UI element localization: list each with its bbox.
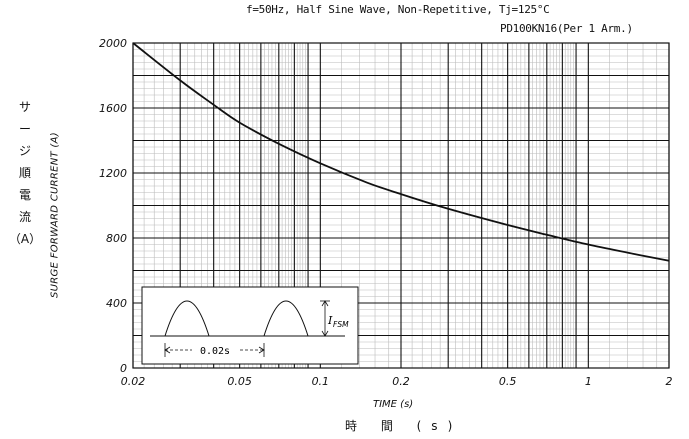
y-axis-label-jp-char: ー [18,122,31,136]
y-axis-label-jp-char: 順 [18,166,31,180]
x-axis-label-jp: 時 間 (s) [345,419,463,433]
inset-period-arrow-left [164,346,171,354]
waveform-inset: I FSM 0.02s [141,286,359,365]
inset-half-sine-1 [164,300,210,337]
inset-box [141,286,359,365]
y-tick-label: 400 [106,297,127,310]
x-tick-labels: 0.02 0.05 0.1 0.2 0.5 1 2 [121,375,673,388]
x-tick-label: 0.5 [499,375,517,388]
y-tick-label: 800 [106,232,127,245]
x-tick-label: 0.2 [392,375,410,388]
surge-current-curve [132,42,670,262]
inset-period-arrow-right [258,346,265,354]
y-tick-label: 0 [120,362,127,375]
plot-frame [132,42,670,369]
y-axis-label-jp-char: サ [18,100,31,114]
inset-half-sine-2 [263,300,309,337]
y-tick-label: 2000 [99,37,127,50]
x-axis-label: TIME (s) [373,399,414,410]
inset-arrow-down [321,330,329,337]
chart-title: f=50Hz, Half Sine Wave, Non-Repetitive, … [246,3,550,16]
y-axis-label-jp-char: （A） [8,232,42,246]
inset-current-label: I [327,314,333,327]
y-axis-label-jp-char: ジ [18,144,31,158]
inset-arrow-up [321,300,329,307]
x-tick-label: 0.05 [227,375,252,388]
y-axis-label-jp-char: 電 [18,188,31,202]
x-tick-label: 0.02 [121,375,146,388]
y-axis-label-jp: サージ順電流 （A） [9,100,41,246]
inset-current-subscript: FSM [333,320,349,329]
x-tick-label: 0.1 [312,375,330,388]
x-tick-label: 2 [666,375,673,388]
y-tick-label: 1600 [99,102,127,115]
y-tick-label: 1200 [99,167,127,180]
y-tick-labels: 0 400 800 1200 1600 2000 [99,37,127,375]
inset-period-label-bg [192,343,238,356]
inset-period-label: 0.02s [200,346,230,357]
chart-subtitle: PD100KN16(Per 1 Arm.) [500,22,633,35]
y-axis-label-jp-char: 流 [18,210,31,224]
x-tick-label: 1 [585,375,592,388]
